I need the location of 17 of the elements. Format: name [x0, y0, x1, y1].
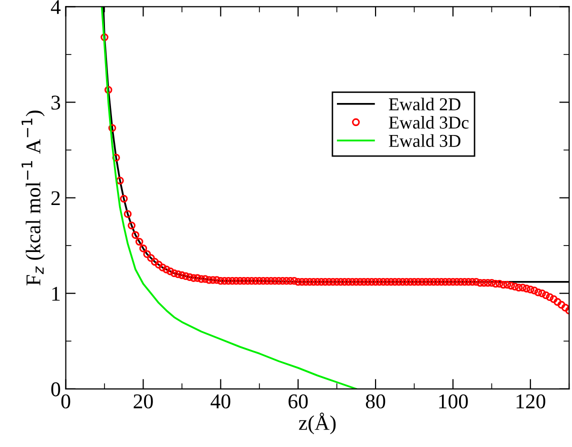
- legend-label: Ewald 3Dc: [388, 116, 469, 129]
- x-tick-label: 60: [288, 394, 308, 408]
- legend-label: Ewald 2D: [388, 98, 460, 110]
- x-tick-label: 120: [516, 394, 546, 408]
- x-axis-title: z(Å): [298, 412, 336, 434]
- x-tick-label: 80: [366, 394, 386, 408]
- legend-label: Ewald 3D: [388, 134, 460, 147]
- x-tick-label: 100: [439, 394, 468, 408]
- y-tick-label: 4: [50, 0, 61, 14]
- x-tick-label: 20: [134, 394, 153, 408]
- x-tick-label: 40: [210, 394, 230, 408]
- y-tick-label: 1: [52, 286, 60, 301]
- y-tick-label: 0: [51, 382, 60, 396]
- y-tick-label: 3: [52, 96, 60, 110]
- y-tick-label: 2: [51, 191, 60, 206]
- x-tick-label: 0: [61, 394, 70, 408]
- y-axis-title: F$_{z}$ (kcal mol$^{−1}$ A$^{−1}$): [22, 110, 45, 286]
